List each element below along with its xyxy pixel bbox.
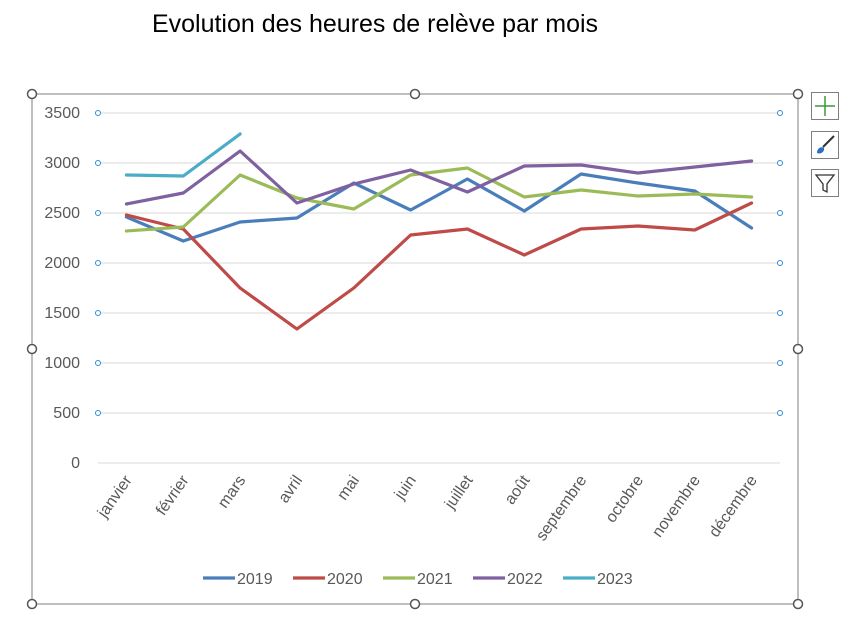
series-line-2023[interactable]: [124, 132, 242, 178]
y-tick-label: 2000: [44, 255, 80, 272]
gridline-handle[interactable]: [777, 360, 783, 366]
y-tick-label: 3000: [44, 155, 80, 172]
resize-handle[interactable]: [409, 598, 421, 610]
resize-handle[interactable]: [792, 88, 804, 100]
series-line-2022[interactable]: [124, 149, 754, 206]
x-tick-label: avril: [275, 473, 306, 507]
gridline-handle[interactable]: [777, 160, 783, 166]
x-axis: janvier février mars avril mai juin juillet aoû…: [94, 472, 761, 544]
gridline-handle[interactable]: [777, 110, 783, 116]
x-tick-label: décembre: [706, 472, 761, 540]
chart-title: Evolution des heures de relève par mois: [151, 10, 599, 38]
series-line-2019[interactable]: [124, 172, 754, 243]
plus-icon: [815, 96, 835, 116]
legend: 2019 2020 2021 2022 2023: [203, 571, 633, 588]
x-tick-label: juillet: [441, 472, 477, 513]
gridline-handle[interactable]: [95, 210, 101, 216]
legend-label-2019: 2019: [237, 571, 273, 588]
resize-handle[interactable]: [26, 343, 38, 355]
x-tick-label: septembre: [533, 472, 590, 544]
gridline-handle[interactable]: [95, 160, 101, 166]
x-tick-label: octobre: [603, 472, 648, 526]
y-tick-label: 1000: [44, 355, 80, 372]
gridline-handle[interactable]: [777, 210, 783, 216]
gridlines: [95, 110, 783, 464]
series-group: [124, 132, 754, 331]
x-tick-label: août: [502, 472, 534, 508]
legend-label-2020: 2020: [327, 571, 363, 588]
x-tick-label: novembre: [649, 472, 704, 540]
resize-handle[interactable]: [26, 598, 38, 610]
x-tick-label: mars: [215, 473, 249, 512]
y-tick-label: 1500: [44, 305, 80, 322]
paintbrush-icon: [817, 135, 835, 154]
resize-handle[interactable]: [792, 598, 804, 610]
gridline-handle[interactable]: [95, 260, 101, 266]
x-tick-label: mai: [334, 473, 363, 504]
gridline-handle[interactable]: [95, 410, 101, 416]
x-tick-label: février: [153, 472, 193, 519]
resize-handle[interactable]: [409, 88, 421, 100]
filter-icon: [814, 174, 836, 194]
chart-elements-button[interactable]: [811, 92, 839, 120]
selection-handles[interactable]: [26, 88, 804, 610]
chart-filters-button[interactable]: [811, 169, 839, 197]
y-tick-label: 0: [71, 455, 80, 472]
y-tick-label: 3500: [44, 105, 80, 122]
gridline-handle[interactable]: [777, 260, 783, 266]
y-tick-label: 500: [53, 405, 80, 422]
series-line-2020[interactable]: [124, 201, 754, 331]
legend-label-2022: 2022: [507, 571, 543, 588]
gridline-handle[interactable]: [777, 410, 783, 416]
y-axis: 0 500 1000 1500 2000 2500 3000 3500: [44, 105, 80, 472]
gridline-handle[interactable]: [777, 310, 783, 316]
resize-handle[interactable]: [26, 88, 38, 100]
legend-label-2021: 2021: [417, 571, 453, 588]
gridline-handle[interactable]: [95, 110, 101, 116]
chart-styles-button[interactable]: [811, 131, 839, 159]
legend-label-2023: 2023: [597, 571, 633, 588]
resize-handle[interactable]: [792, 343, 804, 355]
gridline-handle[interactable]: [95, 360, 101, 366]
x-tick-label: janvier: [94, 472, 136, 522]
y-tick-label: 2500: [44, 205, 80, 222]
x-tick-label: juin: [391, 473, 420, 504]
gridline-handle[interactable]: [95, 310, 101, 316]
series-line-2021[interactable]: [124, 166, 754, 233]
